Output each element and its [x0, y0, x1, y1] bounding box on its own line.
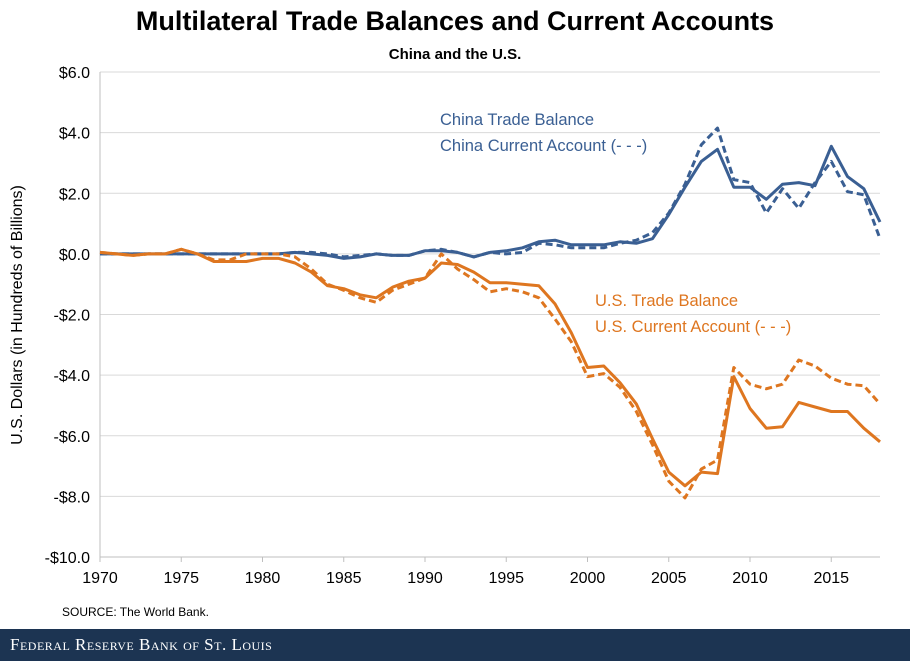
x-tick-label: 2005	[651, 570, 687, 587]
y-tick-label: -$2.0	[54, 308, 91, 325]
y-tick-label: -$6.0	[54, 429, 91, 446]
y-tick-label: -$4.0	[54, 368, 91, 385]
y-tick-label: $4.0	[59, 126, 90, 143]
series-line-china-trade	[100, 144, 882, 260]
y-tick-label: $2.0	[59, 186, 90, 203]
series-lines	[99, 126, 882, 500]
x-tick-label: 1980	[245, 570, 281, 587]
annotation-china-current: China Current Account (- - -)	[440, 137, 647, 155]
x-tick-label: 2000	[570, 570, 606, 587]
axes: -$10.0 -$8.0 -$6.0 -$4.0 -$2.0 $0.0 $2.0 $4.0 $6…	[45, 65, 880, 587]
footer-logo-text: Federal Reserve Bank of St. Louis	[10, 635, 273, 654]
series-line-us-current	[99, 247, 882, 500]
x-tick-label: 1970	[82, 570, 118, 587]
x-tick-label: 1995	[488, 570, 524, 587]
annotation-china-trade: China Trade Balance	[440, 111, 594, 129]
x-tick-label: 1975	[163, 570, 199, 587]
source-note: SOURCE: The World Bank.	[62, 605, 209, 619]
x-tick-label: 2010	[732, 570, 768, 587]
y-tick-label: -$8.0	[54, 489, 91, 506]
y-tick-label: $0.0	[59, 247, 90, 264]
chart-title: Multilateral Trade Balances and Current …	[135, 6, 775, 36]
annotation-us-trade: U.S. Trade Balance	[595, 292, 738, 310]
annotation-us-current: U.S. Current Account (- - -)	[595, 318, 791, 336]
series-annotations: China Trade Balance China Current Accoun…	[440, 111, 791, 336]
x-tick-label: 2015	[813, 570, 849, 587]
line-chart: -$10.0 -$8.0 -$6.0 -$4.0 -$2.0 $0.0 $2.0 $4.0 $6…	[9, 65, 882, 587]
y-axis-label: U.S. Dollars (in Hundreds of Billions)	[9, 185, 26, 445]
x-tick-label: 1990	[407, 570, 443, 587]
y-tick-label: $6.0	[59, 65, 90, 82]
footer-bar: Federal Reserve Bank of St. Louis	[0, 629, 910, 661]
series-line-us-trade	[99, 247, 881, 488]
chart-subtitle: China and the U.S.	[388, 46, 522, 63]
y-tick-label: -$10.0	[45, 550, 90, 567]
x-tick-label: 1985	[326, 570, 362, 587]
